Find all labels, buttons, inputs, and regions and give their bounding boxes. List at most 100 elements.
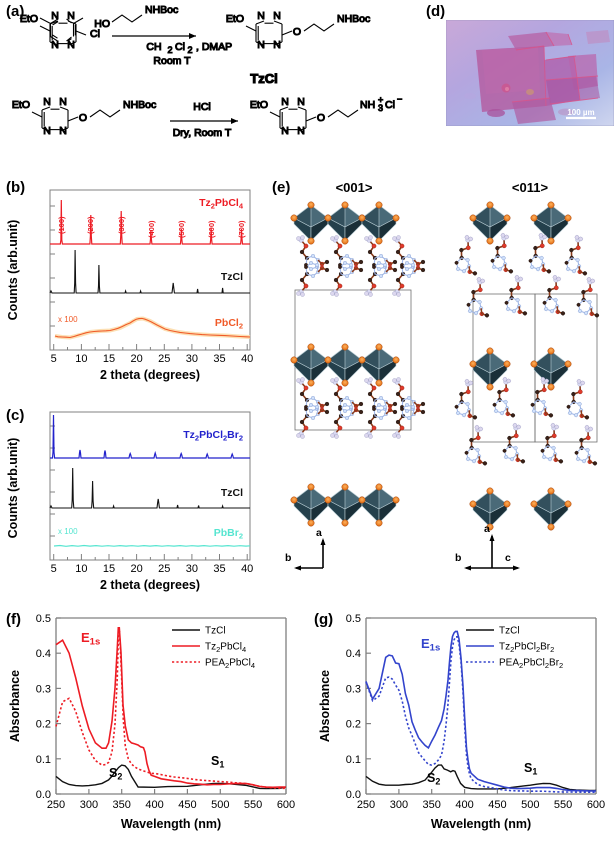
axes-indicator-001 xyxy=(294,538,326,571)
svg-text:600: 600 xyxy=(277,799,295,811)
panel-f-ylabel: Absorbance xyxy=(8,670,22,742)
svg-text:0.2: 0.2 xyxy=(36,719,51,731)
ring2-nhboc-label: NHBoc xyxy=(337,13,370,25)
axis-label-c-011: c xyxy=(505,552,511,564)
curve-pea2pbcl4-f xyxy=(55,631,287,790)
miller-index-labels: (100) (200) (300) (400) (500) (600) (700… xyxy=(57,216,246,238)
panel-f-yticklabels: 0.0 0.1 0.2 0.3 0.4 0.5 xyxy=(36,613,51,801)
svg-text:450: 450 xyxy=(488,799,506,811)
ring2-o-linker: O xyxy=(293,26,301,38)
view-label-001: <001> xyxy=(336,180,373,195)
svg-text:40: 40 xyxy=(241,353,253,365)
panel-f-uvvis-tz2pbcl4: (f) 0.0 0.1 0.2 0.3 0.4 0.5 xyxy=(0,600,310,847)
legend-label-tz2pbcl2br2-g: Tz2PbCl2Br2 xyxy=(499,642,554,655)
svg-text:0.0: 0.0 xyxy=(346,789,361,801)
ring3-n-bot-right: N xyxy=(59,125,67,137)
cond1-cl: Cl xyxy=(175,41,185,53)
ring1-eto-label: EtO xyxy=(20,13,38,25)
panel-c-ylabel: Counts (arb.unit) xyxy=(6,438,20,539)
svg-text:350: 350 xyxy=(113,799,131,811)
ring4-nh3-sub: 3 xyxy=(378,103,383,113)
panel-g-xlabel: Wavelength (nm) xyxy=(431,817,531,831)
inorganic-layer-001-mid xyxy=(290,343,400,387)
annotation-s1-f: S1 xyxy=(211,754,224,770)
svg-text:40: 40 xyxy=(241,563,253,575)
legend-label-tz2pbcl4-f: Tz2PbCl4 xyxy=(205,642,246,655)
panel-g-xticklabels: 250 300 350 400 450 500 550 600 xyxy=(357,799,605,811)
ring2-eto-label: EtO xyxy=(226,13,244,25)
ring3-n-top-right: N xyxy=(59,96,67,108)
legend-label-tzcl-g: TzCl xyxy=(499,626,520,637)
svg-text:(100): (100) xyxy=(57,216,66,234)
svg-text:15: 15 xyxy=(103,353,115,365)
svg-text:35: 35 xyxy=(213,563,225,575)
svg-text:5: 5 xyxy=(51,353,57,365)
ring2-n-top-right: N xyxy=(273,10,281,22)
trace-pbbr2 xyxy=(53,544,251,547)
ring1-cl-label: Cl xyxy=(90,28,100,40)
svg-text:(200): (200) xyxy=(86,216,95,234)
annotation-s2-g: S2 xyxy=(427,771,440,787)
svg-text:500: 500 xyxy=(521,799,539,811)
ring2-n-top-left: N xyxy=(257,10,265,22)
svg-text:20: 20 xyxy=(130,563,142,575)
panel-b-xrd-tz2pbcl4: (b) 5 10 xyxy=(0,178,270,406)
trace-tz2pbcl2br2 xyxy=(50,414,250,459)
annotation-s1-g: S1 xyxy=(524,761,537,777)
view-label-011: <011> xyxy=(512,180,549,195)
svg-text:0.5: 0.5 xyxy=(346,613,361,625)
panel-b-ylabel: Counts (arb.unit) xyxy=(6,220,20,321)
panel-a-label: (a) xyxy=(6,3,25,20)
trace-tz2pbcl4 xyxy=(50,199,250,245)
ring3-n-bot-left: N xyxy=(43,125,51,137)
organic-layer-001-a xyxy=(295,234,426,298)
trace-pbcl2 xyxy=(54,317,251,339)
scale-note-c: x 100 xyxy=(58,527,78,536)
panel-a-svg: EtO N N N N Cl HO NHBoc CH 2 Cl 2 , xyxy=(11,3,402,139)
svg-text:0.4: 0.4 xyxy=(36,648,51,660)
svg-text:0.2: 0.2 xyxy=(346,719,361,731)
panel-e-crystal-structures: (e) xyxy=(268,178,616,602)
micrograph-image: 100 µm xyxy=(446,20,614,126)
ring4-n-top-left: N xyxy=(281,96,289,108)
svg-text:0.4: 0.4 xyxy=(346,648,361,660)
svg-text:(300): (300) xyxy=(117,216,126,234)
panel-g-yticklabels: 0.0 0.1 0.2 0.3 0.4 0.5 xyxy=(346,613,361,801)
reagent-ho-label: HO xyxy=(94,18,110,30)
svg-text:400: 400 xyxy=(455,799,473,811)
svg-text:250: 250 xyxy=(357,799,375,811)
ring3-nhboc-label: NHBoc xyxy=(123,99,156,111)
trace-tzcl-b xyxy=(49,249,250,294)
trace-tzcl-c xyxy=(49,467,250,509)
cond2-line2: Dry, Room T xyxy=(173,127,232,139)
trace-label-tzcl-c: TzCl xyxy=(221,487,243,499)
inorganic-layer-001-top xyxy=(290,201,400,245)
panel-g-chart: 0.0 0.1 0.2 0.3 0.4 0.5 250 300 350 400 … xyxy=(318,613,605,831)
annotation-e1s-g: E1s xyxy=(421,636,440,654)
organic-layer-001-b xyxy=(295,376,426,440)
svg-text:(500): (500) xyxy=(177,220,186,238)
panel-b-xticklabels: 5 10 15 20 25 30 35 40 xyxy=(51,353,254,365)
panel-b-xlabel: 2 theta (degrees) xyxy=(100,368,200,382)
svg-text:25: 25 xyxy=(158,353,170,365)
svg-text:5: 5 xyxy=(51,563,57,575)
panel-g-label: (g) xyxy=(314,611,334,628)
panel-c-xticklabels: 5 10 15 20 25 30 35 40 xyxy=(51,563,254,575)
panel-c-label: (c) xyxy=(6,407,25,424)
panel-g-uvvis-tz2pbcl2br2: (g) 0.0 0.1 0.2 0.3 0.4 0.5 xyxy=(306,600,616,847)
panel-d-label: (d) xyxy=(426,3,446,20)
annotation-s2-f: S2 xyxy=(109,766,122,782)
reagent-nhboc-label: NHBoc xyxy=(145,4,178,16)
svg-text:0.1: 0.1 xyxy=(36,754,51,766)
svg-text:10: 10 xyxy=(75,353,87,365)
panel-f-xlabel: Wavelength (nm) xyxy=(121,817,221,831)
svg-text:0.3: 0.3 xyxy=(346,683,361,695)
svg-text:250: 250 xyxy=(47,799,65,811)
svg-text:(700): (700) xyxy=(237,220,246,238)
panel-e-label: (e) xyxy=(272,179,291,196)
svg-text:0.3: 0.3 xyxy=(36,683,51,695)
panel-c-xlabel: 2 theta (degrees) xyxy=(100,578,200,592)
svg-text:(400): (400) xyxy=(147,220,156,238)
svg-text:350: 350 xyxy=(423,799,441,811)
scalebar-label: 100 µm xyxy=(567,108,594,117)
